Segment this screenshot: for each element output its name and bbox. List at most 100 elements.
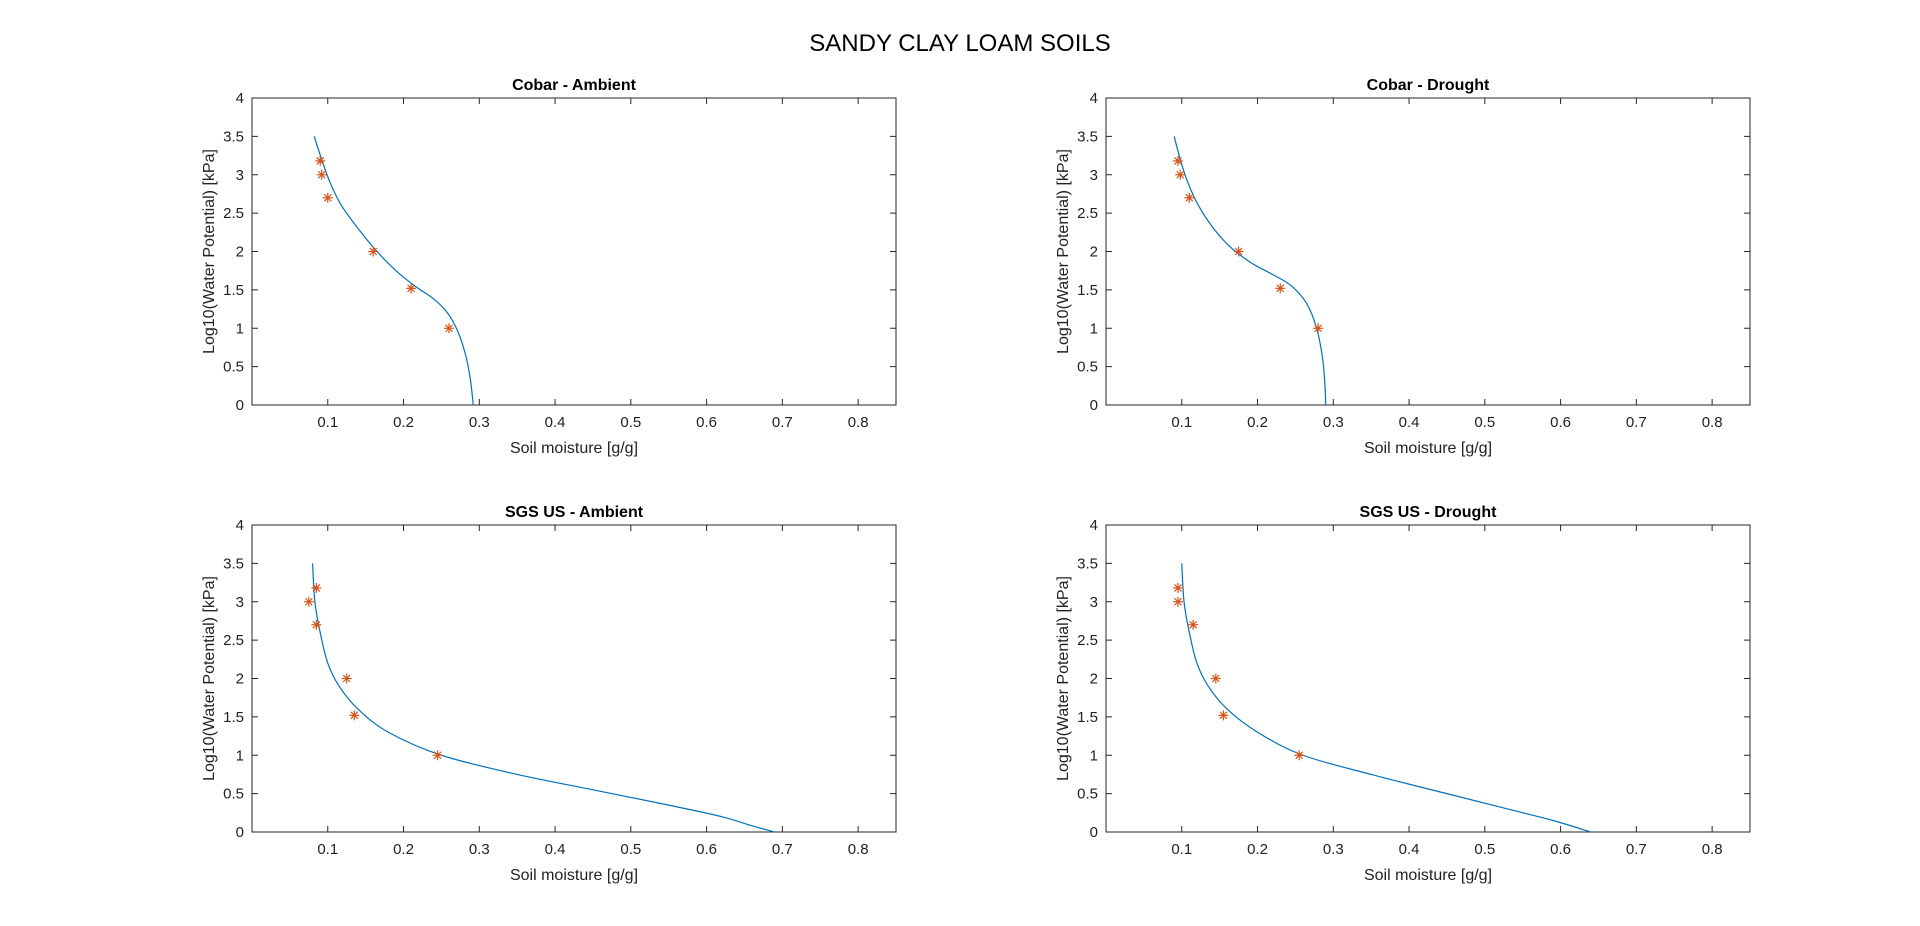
marker-stroke [316, 157, 325, 165]
marker-stroke [407, 284, 416, 293]
fit-curve [313, 136, 474, 406]
x-tick-label: 0.6 [696, 414, 717, 431]
data-point-marker [1175, 169, 1186, 180]
marker-stroke [1176, 170, 1185, 179]
x-tick-label: 0.4 [1399, 841, 1420, 858]
y-tick-label: 0.5 [1077, 359, 1098, 376]
data-point-marker [1188, 619, 1199, 630]
y-tick-label: 2.5 [1077, 205, 1098, 222]
data-point-marker [341, 673, 352, 684]
y-tick-label: 4 [1090, 90, 1098, 107]
axes-box [1105, 524, 1751, 833]
y-axis-label: Log10(Water Potential) [kPa] [201, 149, 218, 354]
x-tick-label: 0.3 [1323, 841, 1344, 858]
y-tick-label: 1 [1090, 320, 1098, 337]
y-tick-label: 0 [1090, 824, 1098, 841]
data-point-marker [1313, 323, 1324, 334]
marker-stroke [433, 751, 442, 760]
data-point-marker [311, 582, 322, 593]
data-point-marker [315, 155, 326, 166]
subplot-3: 0.1 0.2 0.3 0.4 0.5 0.6 0.7 0.8 0 0.5 1 1.5 2 2.5 3 3.5… [201, 504, 897, 884]
y-tick-label: 0.5 [223, 786, 244, 803]
marker-stroke [1174, 584, 1182, 592]
x-tick-label: 0.2 [1247, 414, 1268, 431]
marker-stroke [1276, 284, 1285, 293]
y-tick-label: 3.5 [223, 555, 244, 572]
x-tick-label: 0.6 [1550, 414, 1571, 431]
y-tick-label: 3 [1090, 167, 1098, 184]
subplot-4: 0.1 0.2 0.3 0.4 0.5 0.6 0.7 0.8 0 0.5 1 1.5 2 2.5 3 3.5… [1055, 504, 1751, 884]
x-tick-label: 0.3 [1323, 414, 1344, 431]
y-tick-label: 2.5 [223, 205, 244, 222]
y-axis-label: Log10(Water Potential) [kPa] [1055, 149, 1072, 354]
x-tick-label: 0.5 [620, 841, 641, 858]
y-tick-label: 3.5 [1077, 555, 1098, 572]
y-tick-label: 3.5 [223, 128, 244, 145]
x-tick-label: 0.2 [393, 414, 414, 431]
y-axis-label: Log10(Water Potential) [kPa] [201, 576, 218, 781]
y-tick-label: 4 [1090, 517, 1098, 534]
data-point-marker [432, 750, 443, 761]
x-tick-label: 0.1 [317, 414, 338, 431]
y-tick-label: 3.5 [1077, 128, 1098, 145]
x-tick-label: 0.2 [393, 841, 414, 858]
x-tick-label: 0.8 [1702, 414, 1723, 431]
y-tick-label: 1.5 [1077, 709, 1098, 726]
marker-stroke [312, 584, 321, 592]
data-point-marker [1172, 582, 1183, 593]
data-point-marker [1210, 673, 1221, 684]
y-tick-label: 0 [1090, 397, 1098, 414]
subplot-title: SGS US - Drought [1360, 504, 1498, 521]
y-tick-label: 2.5 [223, 632, 244, 649]
figure-title: SANDY CLAY LOAM SOILS [809, 30, 1111, 57]
y-axis-label: Log10(Water Potential) [kPa] [1055, 576, 1072, 781]
x-axis-label: Soil moisture [g/g] [510, 867, 638, 884]
y-tick-label: 3 [236, 167, 244, 184]
marker-stroke [1174, 157, 1182, 165]
data-point-marker [316, 169, 327, 180]
x-tick-label: 0.6 [1550, 841, 1571, 858]
data-point-marker [1233, 246, 1244, 257]
axes-box [251, 97, 897, 406]
fit-curve [312, 563, 775, 833]
data-point-marker [443, 323, 454, 334]
data-point-marker [1184, 192, 1195, 203]
x-axis-label: Soil moisture [g/g] [1364, 867, 1492, 884]
y-tick-label: 2 [1090, 671, 1098, 688]
x-tick-label: 0.8 [848, 841, 869, 858]
x-tick-label: 0.4 [1399, 414, 1420, 431]
marker-stroke [445, 324, 453, 333]
subplot-1: 0.1 0.2 0.3 0.4 0.5 0.6 0.7 0.8 0 0.5 1 1.5 2 2.5 3 3.5… [201, 77, 897, 457]
data-point-marker [1294, 750, 1305, 761]
x-tick-label: 0.1 [317, 841, 338, 858]
axes-box [251, 524, 897, 833]
data-point-marker [406, 283, 417, 294]
x-tick-label: 0.8 [848, 414, 869, 431]
x-tick-label: 0.8 [1702, 841, 1723, 858]
data-point-marker [311, 619, 322, 630]
marker-stroke [1314, 324, 1323, 333]
x-tick-label: 0.4 [545, 841, 566, 858]
x-tick-label: 0.6 [696, 841, 717, 858]
x-tick-label: 0.1 [1171, 841, 1192, 858]
x-axis-label: Soil moisture [g/g] [510, 440, 638, 457]
data-point-marker [1275, 283, 1286, 294]
data-point-marker [349, 710, 360, 721]
y-tick-label: 1 [236, 320, 244, 337]
marker-stroke [1234, 247, 1243, 256]
x-tick-label: 0.5 [1474, 414, 1495, 431]
marker-stroke [1295, 751, 1304, 760]
x-axis-label: Soil moisture [g/g] [1364, 440, 1492, 457]
x-tick-label: 0.2 [1247, 841, 1268, 858]
y-tick-label: 4 [236, 90, 244, 107]
marker-stroke [312, 620, 321, 629]
marker-stroke [317, 170, 326, 179]
x-tick-label: 0.7 [1626, 841, 1647, 858]
marker-stroke [323, 193, 332, 202]
axes-box [1105, 97, 1751, 406]
x-tick-label: 0.4 [545, 414, 566, 431]
y-tick-label: 2 [1090, 244, 1098, 261]
x-tick-label: 0.3 [469, 841, 490, 858]
y-tick-label: 1 [236, 747, 244, 764]
